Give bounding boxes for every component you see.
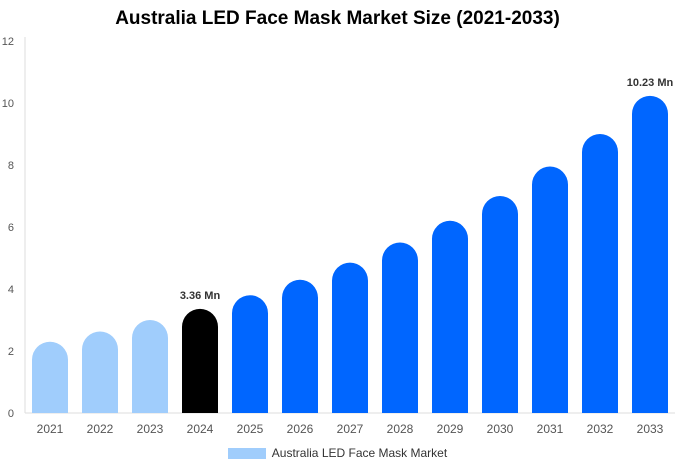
y-tick-label: 12 [2, 36, 14, 48]
y-tick-label: 2 [8, 346, 14, 358]
y-tick-label: 6 [8, 222, 14, 234]
chart-title: Australia LED Face Mask Market Size (202… [115, 8, 560, 29]
x-tick-label: 2030 [487, 422, 514, 436]
x-tick-label: 2027 [337, 422, 364, 436]
x-tick-label: 2026 [287, 422, 314, 436]
x-tick-label: 2022 [87, 422, 114, 436]
data-label: 3.36 Mn [180, 290, 221, 302]
bar [432, 220, 468, 413]
bar [532, 166, 568, 413]
bar [632, 95, 668, 414]
x-tick-label: 2028 [387, 422, 414, 436]
bar [582, 134, 618, 413]
data-label: 10.23 Mn [627, 77, 674, 89]
legend-label: Australia LED Face Mask Market [271, 446, 448, 460]
x-tick-label: 2023 [137, 422, 164, 436]
x-tick-label: 2021 [37, 422, 64, 436]
y-tick-label: 4 [8, 284, 14, 296]
legend: Australia LED Face Mask Market [0, 446, 675, 460]
bar [132, 320, 168, 413]
x-tick-label: 2033 [637, 422, 664, 436]
bar [332, 262, 368, 413]
bar [82, 331, 118, 413]
x-tick-label: 2029 [437, 422, 464, 436]
bar [32, 341, 68, 413]
y-tick-label: 0 [8, 408, 14, 420]
bar [282, 279, 318, 413]
bar [382, 242, 418, 413]
bar [232, 295, 268, 413]
x-tick-label: 2025 [237, 422, 264, 436]
y-tick-label: 8 [8, 160, 14, 172]
bar [482, 196, 518, 413]
x-tick-label: 2032 [587, 422, 614, 436]
x-tick-label: 2024 [187, 422, 214, 436]
y-tick-label: 10 [2, 98, 14, 110]
x-tick-label: 2031 [537, 422, 564, 436]
legend-swatch [227, 447, 266, 459]
bar [182, 308, 218, 413]
